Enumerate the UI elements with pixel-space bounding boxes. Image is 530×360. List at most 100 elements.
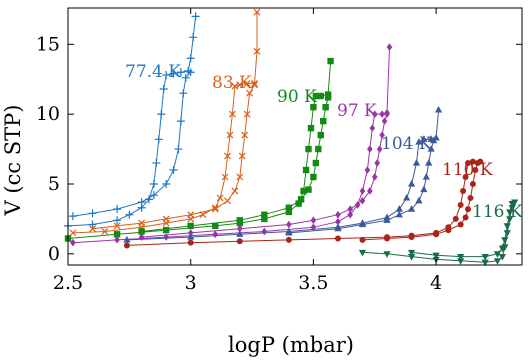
data-point — [334, 235, 341, 242]
data-point — [422, 173, 430, 180]
series-label: 90 K — [277, 87, 317, 107]
data-point — [371, 173, 378, 181]
data-point — [169, 166, 178, 175]
data-point — [457, 258, 465, 265]
data-point — [384, 110, 390, 118]
data-point — [238, 152, 246, 160]
data-point — [379, 131, 385, 139]
series-label: 116 K — [472, 202, 523, 222]
data-point — [88, 209, 97, 218]
data-point — [187, 222, 194, 230]
data-point — [498, 254, 506, 261]
data-point — [261, 227, 268, 236]
data-point — [412, 159, 421, 166]
data-point — [506, 209, 514, 216]
data-point — [181, 73, 190, 82]
data-point — [162, 226, 170, 234]
data-point — [310, 103, 317, 111]
data-point — [503, 223, 511, 230]
data-point — [432, 252, 440, 260]
data-point — [403, 193, 411, 201]
data-point — [149, 179, 158, 188]
data-point — [246, 89, 254, 97]
data-point — [395, 205, 403, 212]
data-point — [224, 197, 231, 205]
data-point — [251, 79, 258, 87]
data-point — [186, 54, 195, 63]
data-point — [241, 131, 249, 139]
data-point — [317, 92, 324, 100]
data-point — [307, 124, 315, 132]
data-point — [212, 230, 219, 239]
data-point — [312, 92, 320, 100]
data-point — [162, 215, 170, 223]
data-point — [383, 251, 391, 258]
data-point — [425, 159, 433, 166]
data-point — [503, 230, 511, 237]
data-point — [187, 229, 194, 237]
data-point — [462, 214, 469, 221]
x-tick-label: 4 — [430, 272, 442, 294]
data-point — [113, 216, 122, 225]
data-point — [159, 85, 168, 94]
data-point — [125, 210, 134, 219]
data-point — [236, 217, 243, 224]
data-point — [407, 205, 416, 212]
data-point — [174, 145, 183, 154]
data-point — [236, 238, 243, 245]
data-point — [395, 210, 403, 218]
data-point — [359, 187, 366, 195]
data-point — [462, 174, 469, 181]
data-point — [369, 124, 376, 132]
data-point — [508, 205, 516, 212]
data-point — [498, 245, 506, 253]
data-point — [310, 216, 317, 225]
data-point — [152, 159, 161, 168]
data-point — [359, 236, 366, 243]
data-point — [253, 8, 261, 16]
data-point — [493, 258, 502, 265]
x-axis-title: logP (mbar) — [228, 333, 354, 357]
data-point — [302, 166, 310, 174]
data-point — [285, 228, 293, 236]
data-point — [236, 173, 244, 181]
data-point — [224, 152, 231, 160]
data-point — [149, 191, 158, 200]
desorption-line — [411, 203, 513, 258]
data-point — [297, 196, 305, 203]
data-point — [335, 217, 341, 226]
data-point — [176, 68, 185, 77]
data-point — [69, 229, 77, 237]
desorption-line — [92, 84, 255, 230]
adsorption-line — [126, 109, 440, 241]
data-point — [324, 94, 332, 101]
data-point — [312, 159, 320, 167]
adsorption-line — [72, 12, 258, 234]
data-point — [123, 235, 131, 243]
data-point — [407, 249, 416, 257]
series-2 — [64, 57, 334, 242]
data-point — [347, 210, 354, 219]
data-point — [89, 225, 96, 233]
data-point — [286, 220, 292, 229]
data-point — [317, 131, 324, 139]
data-point — [305, 145, 312, 153]
data-point — [452, 215, 459, 222]
data-point — [364, 166, 371, 174]
data-point — [320, 117, 327, 125]
data-point — [310, 223, 317, 232]
data-point — [113, 205, 122, 214]
data-point — [376, 145, 383, 153]
y-tick-label: 5 — [48, 173, 60, 195]
data-point — [460, 187, 467, 194]
data-point — [386, 43, 393, 51]
data-point — [501, 237, 509, 244]
data-point — [415, 138, 423, 145]
data-point — [285, 204, 293, 211]
data-point — [162, 71, 171, 80]
data-point — [420, 185, 428, 193]
data-point — [310, 173, 317, 181]
x-tick-label: 2.5 — [53, 272, 83, 294]
data-point — [186, 68, 195, 77]
data-point — [221, 173, 229, 181]
